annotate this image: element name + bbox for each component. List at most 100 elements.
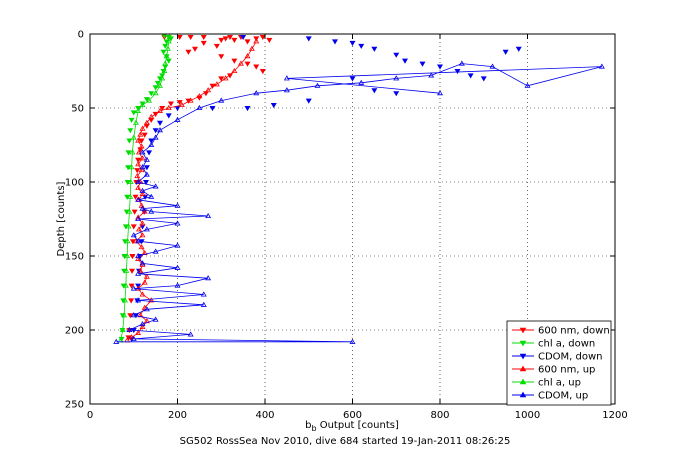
data-point bbox=[205, 275, 212, 281]
data-point bbox=[148, 193, 155, 199]
data-point bbox=[161, 67, 168, 74]
data-point bbox=[137, 267, 144, 273]
legend-marker bbox=[519, 378, 527, 385]
data-point bbox=[174, 202, 181, 208]
data-point bbox=[270, 103, 277, 109]
data-point bbox=[130, 134, 137, 140]
data-point bbox=[130, 232, 137, 238]
legend-label: chl a, down bbox=[538, 339, 595, 350]
legend-entry: chl a, up bbox=[512, 378, 581, 389]
data-point bbox=[127, 178, 134, 185]
data-point bbox=[402, 58, 408, 64]
data-point bbox=[123, 267, 130, 273]
data-point bbox=[124, 252, 131, 259]
data-point bbox=[135, 297, 142, 303]
data-point bbox=[141, 304, 148, 310]
data-point bbox=[125, 165, 132, 171]
y-tick-label: 150 bbox=[65, 252, 84, 263]
data-point bbox=[222, 75, 229, 81]
data-point bbox=[143, 119, 150, 125]
x-tick-label: 400 bbox=[255, 410, 274, 421]
data-point bbox=[143, 156, 150, 162]
data-point bbox=[187, 97, 194, 103]
data-point bbox=[244, 53, 251, 59]
ticks: 0 200 400 600 800 1000 1200 0 50 100 150 200 250 bbox=[65, 30, 628, 422]
legend-marker bbox=[519, 340, 527, 347]
data-point bbox=[139, 149, 146, 155]
data-point bbox=[162, 60, 169, 66]
data-point bbox=[131, 209, 138, 215]
data-point bbox=[152, 90, 159, 96]
legend-entry: 600 nm, down bbox=[512, 326, 610, 337]
y-tick-label: 100 bbox=[65, 178, 84, 189]
data-point bbox=[113, 338, 120, 344]
x-tick-label: 0 bbox=[87, 410, 93, 421]
data-point bbox=[174, 220, 181, 226]
data-point bbox=[163, 53, 170, 59]
data-point bbox=[165, 58, 172, 64]
data-point bbox=[141, 208, 148, 214]
data-point bbox=[218, 97, 225, 103]
data-point bbox=[349, 76, 356, 82]
data-point bbox=[200, 301, 207, 307]
data-point bbox=[139, 232, 146, 238]
data-point bbox=[143, 306, 150, 312]
legend-label: CDOM, up bbox=[538, 391, 588, 402]
series-5 bbox=[113, 60, 605, 344]
data-point bbox=[178, 101, 185, 108]
data-point bbox=[143, 179, 149, 186]
data-point bbox=[148, 113, 155, 119]
data-point bbox=[129, 253, 136, 260]
data-point bbox=[458, 60, 465, 66]
series-line bbox=[120, 36, 170, 341]
data-point bbox=[231, 37, 238, 44]
legend-marker bbox=[519, 365, 527, 372]
data-point bbox=[125, 223, 132, 229]
data-point bbox=[134, 168, 141, 174]
data-point bbox=[152, 248, 159, 254]
data-point bbox=[139, 323, 146, 330]
data-point bbox=[139, 125, 146, 131]
data-point bbox=[128, 298, 135, 304]
data-point bbox=[314, 82, 321, 88]
data-point bbox=[332, 39, 338, 45]
x-tick-label: 200 bbox=[168, 410, 187, 421]
data-point bbox=[358, 43, 365, 49]
data-point bbox=[129, 149, 136, 155]
data-point bbox=[130, 312, 137, 318]
data-point bbox=[237, 60, 244, 66]
data-point bbox=[128, 283, 135, 289]
data-point bbox=[157, 127, 163, 133]
data-point bbox=[515, 46, 522, 52]
data-point bbox=[152, 183, 159, 189]
series-4 bbox=[117, 33, 173, 343]
data-point bbox=[428, 72, 435, 78]
data-point bbox=[227, 34, 233, 41]
data-point bbox=[222, 36, 229, 42]
data-point bbox=[187, 34, 194, 41]
data-point bbox=[349, 40, 356, 46]
legend-label: CDOM, down bbox=[538, 352, 603, 363]
data-point bbox=[139, 261, 146, 267]
data-point bbox=[419, 61, 426, 67]
data-point bbox=[192, 46, 198, 52]
data-point bbox=[139, 320, 146, 327]
data-point bbox=[437, 90, 443, 96]
legend-entry: CDOM, up bbox=[512, 391, 588, 402]
x-axis-label-main: b bbox=[305, 420, 311, 431]
data-point bbox=[139, 205, 146, 211]
series-layer bbox=[113, 33, 605, 344]
data-point bbox=[213, 43, 220, 49]
data-point bbox=[128, 164, 135, 170]
legend-entry: 600 nm, up bbox=[512, 365, 595, 376]
data-point bbox=[200, 34, 207, 41]
data-point bbox=[135, 238, 142, 244]
data-point bbox=[196, 93, 203, 99]
data-point bbox=[143, 273, 150, 279]
data-point bbox=[135, 252, 142, 259]
data-point bbox=[139, 187, 146, 193]
data-point bbox=[159, 75, 166, 81]
data-point bbox=[489, 63, 496, 69]
data-point bbox=[259, 34, 266, 41]
data-point bbox=[213, 81, 220, 87]
